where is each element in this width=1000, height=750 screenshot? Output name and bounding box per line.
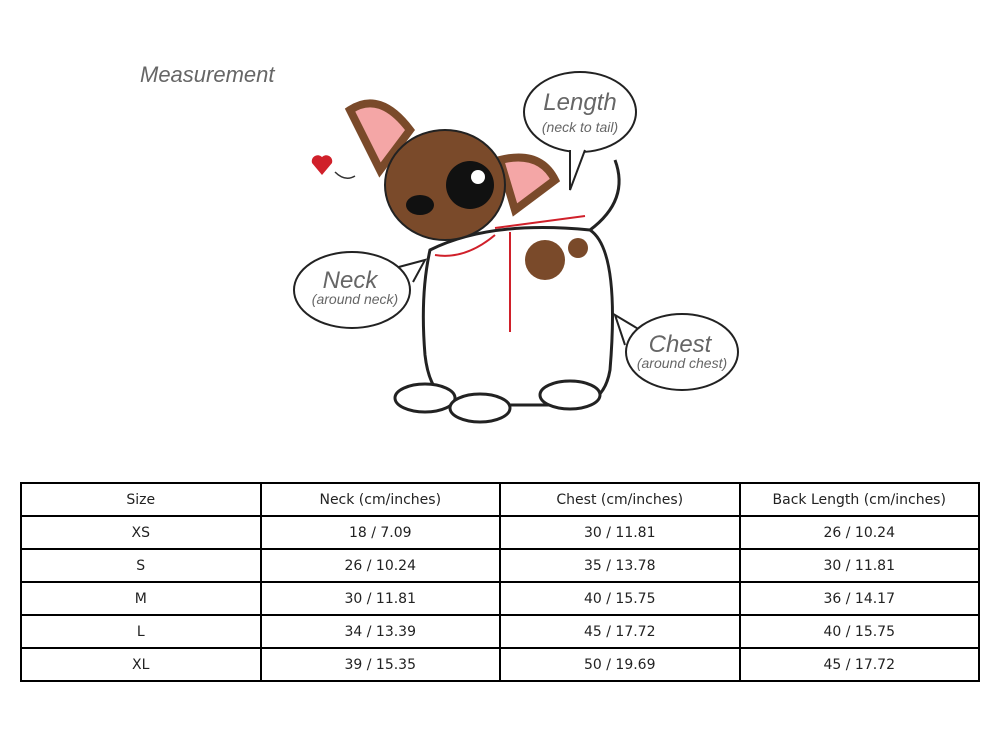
cell: 26 / 10.24 <box>259 548 501 583</box>
header-back-length: Back Length (cm/inches) <box>738 482 980 517</box>
cell: 18 / 7.09 <box>259 515 501 550</box>
cell: S <box>20 548 262 583</box>
svg-text:(around neck): (around neck) <box>312 291 398 307</box>
dog-measurement-illustration: Measurement Length (neck to tail) Neck (… <box>140 62 739 424</box>
header-chest: Chest (cm/inches) <box>499 482 741 517</box>
chest-bubble: Chest (around chest) <box>613 312 739 391</box>
cell: XS <box>20 515 262 550</box>
illustration-title: Measurement <box>140 62 275 87</box>
table-row: L 34 / 13.39 45 / 17.72 40 / 15.75 <box>20 614 980 649</box>
table-row: XL 39 / 15.35 50 / 19.69 45 / 17.72 <box>20 647 980 682</box>
cell: M <box>20 581 262 616</box>
table-row: M 30 / 11.81 40 / 15.75 36 / 14.17 <box>20 581 980 616</box>
cell: 50 / 19.69 <box>499 647 741 682</box>
table-row: S 26 / 10.24 35 / 13.78 30 / 11.81 <box>20 548 980 583</box>
svg-text:Length: Length <box>543 89 616 116</box>
header-size: Size <box>20 482 262 517</box>
cell: 34 / 13.39 <box>259 614 501 649</box>
svg-text:Chest: Chest <box>649 331 713 358</box>
cell: 40 / 15.75 <box>499 581 741 616</box>
cell: 45 / 17.72 <box>499 614 741 649</box>
cell: L <box>20 614 262 649</box>
svg-text:Neck: Neck <box>323 267 380 294</box>
table-row: XS 18 / 7.09 30 / 11.81 26 / 10.24 <box>20 515 980 550</box>
cell: 35 / 13.78 <box>499 548 741 583</box>
svg-text:(around chest): (around chest) <box>637 355 727 371</box>
cell: XL <box>20 647 262 682</box>
header-neck: Neck (cm/inches) <box>259 482 501 517</box>
dog-body <box>421 226 614 407</box>
cell: 30 / 11.81 <box>738 548 980 583</box>
table-header-row: Size Neck (cm/inches) Chest (cm/inches) … <box>20 482 980 517</box>
heart-icon <box>311 155 333 175</box>
cell: 30 / 11.81 <box>259 581 501 616</box>
cell: 40 / 15.75 <box>738 614 980 649</box>
cell: 26 / 10.24 <box>738 515 980 550</box>
cell: 36 / 14.17 <box>738 581 980 616</box>
cell: 30 / 11.81 <box>499 515 741 550</box>
svg-text:(neck to tail): (neck to tail) <box>542 119 618 135</box>
neck-bubble: Neck (around neck) <box>293 251 427 329</box>
cell: 39 / 15.35 <box>259 647 501 682</box>
length-bubble: Length (neck to tail) <box>523 71 637 191</box>
size-chart-table: Size Neck (cm/inches) Chest (cm/inches) … <box>20 482 980 682</box>
cell: 45 / 17.72 <box>738 647 980 682</box>
